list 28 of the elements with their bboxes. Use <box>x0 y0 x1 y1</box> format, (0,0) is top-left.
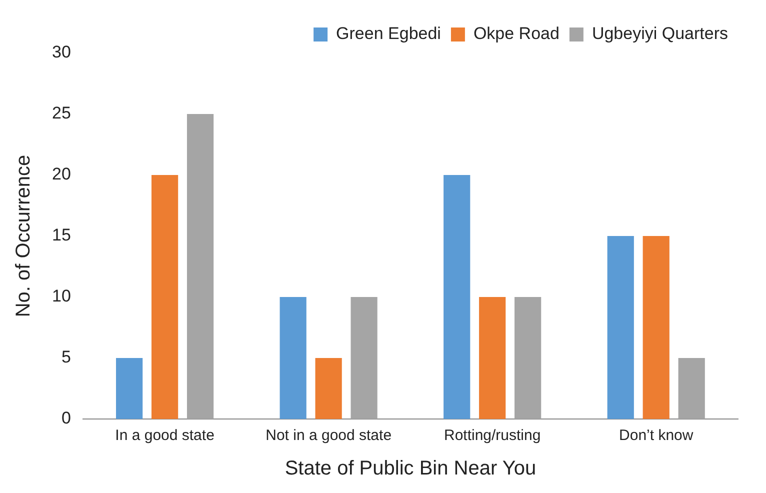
y-tick-label: 5 <box>61 348 71 367</box>
bar <box>315 358 342 419</box>
bar <box>151 175 178 419</box>
y-axis-title: No. of Occurrence <box>12 154 35 318</box>
bar <box>514 297 542 419</box>
legend-label: Okpe Road <box>473 24 560 44</box>
bar <box>350 297 378 419</box>
y-tick-label: 0 <box>61 408 71 428</box>
bar <box>186 114 214 419</box>
y-tick-label: 15 <box>52 226 71 245</box>
bar <box>642 236 670 419</box>
x-tick-label: Not in a good state <box>266 427 392 444</box>
x-axis-title: State of Public Bin Near You <box>284 458 536 480</box>
x-tick-label: Rotting/rusting <box>444 427 541 444</box>
bar <box>280 297 306 419</box>
x-tick-label: Don’t know <box>619 427 694 444</box>
bar <box>479 297 506 419</box>
y-tick-label: 25 <box>52 104 71 123</box>
y-tick-label: 10 <box>52 286 71 306</box>
bar <box>116 358 143 419</box>
bar <box>444 175 470 419</box>
y-tick-label: 30 <box>52 42 71 62</box>
legend-label: Ugbeyiyi Quarters <box>592 24 728 44</box>
bar <box>678 358 705 419</box>
y-tick-label: 20 <box>52 164 71 184</box>
bar <box>607 236 634 419</box>
x-tick-label: In a good state <box>115 427 214 444</box>
legend-label: Green Egbedi <box>336 24 441 44</box>
